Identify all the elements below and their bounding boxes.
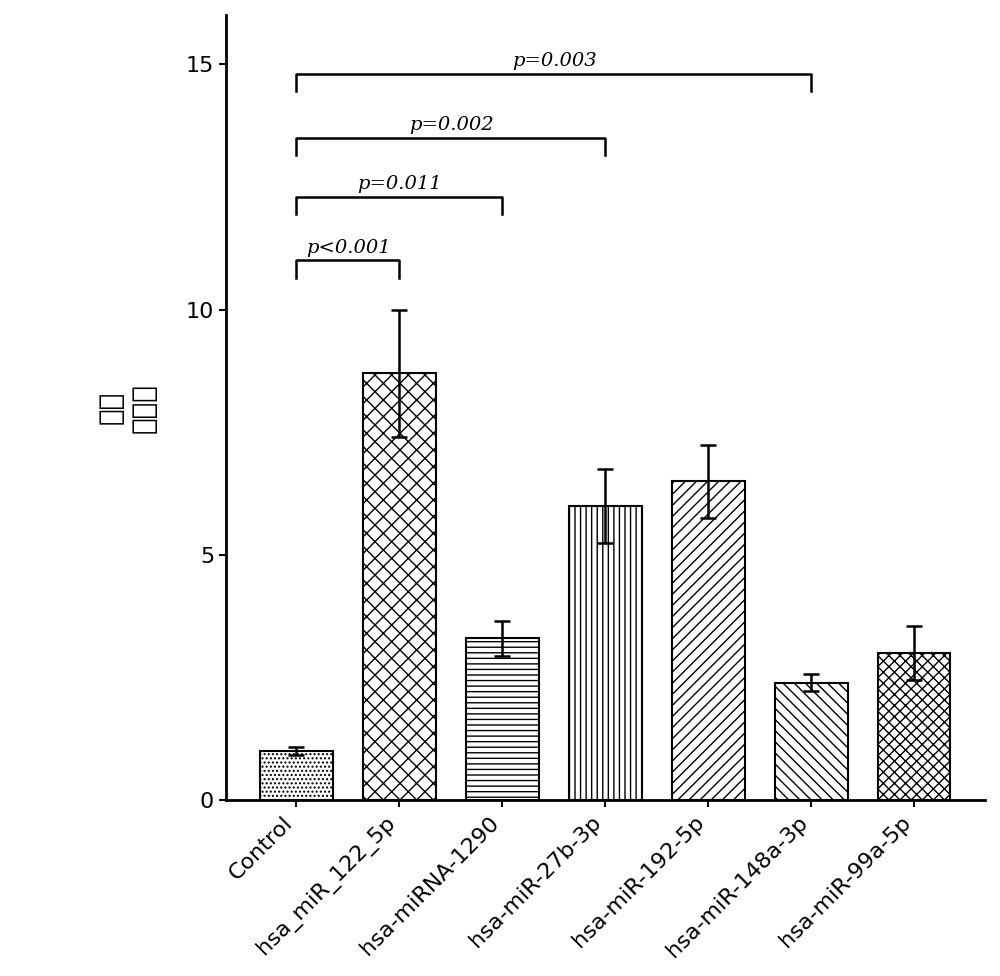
Text: p=0.002: p=0.002 (409, 116, 493, 134)
Text: p=0.003: p=0.003 (512, 52, 596, 70)
Text: 相对
表达量: 相对 表达量 (97, 383, 157, 432)
Bar (363, 374, 436, 800)
Text: p<0.001: p<0.001 (306, 238, 390, 257)
Bar (569, 506, 642, 800)
Bar (672, 481, 745, 800)
Bar (260, 752, 333, 800)
Bar (775, 682, 848, 800)
Text: p=0.011: p=0.011 (357, 175, 442, 192)
Bar (466, 638, 539, 800)
Bar (878, 653, 950, 800)
